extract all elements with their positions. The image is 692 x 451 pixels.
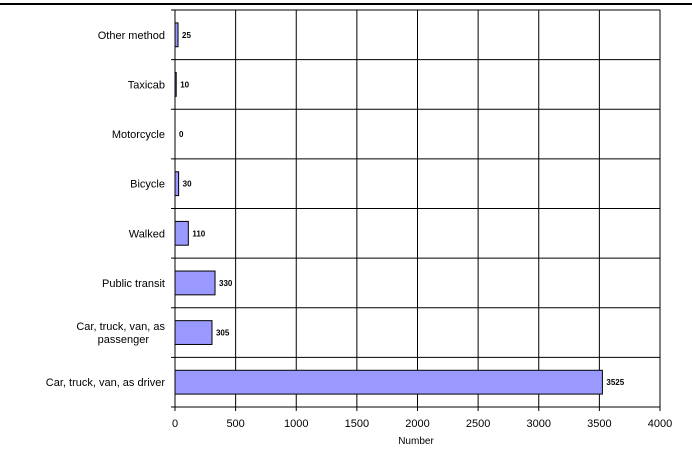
- x-tick-label: 3500: [587, 418, 611, 430]
- x-tick-label: 1000: [284, 418, 308, 430]
- category-label: Car, truck, van, as driver: [46, 377, 166, 389]
- category-label: Public transit: [102, 278, 165, 290]
- bar-value-label: 25: [182, 31, 191, 40]
- category-label: Car, truck, van, as passenger: [76, 321, 165, 346]
- labels: 0 500 1000 1500 2000 2500 3000 3500 4000 25 Other …: [46, 30, 672, 430]
- bar: [174, 220, 189, 246]
- x-tick-label: 1500: [345, 418, 369, 430]
- bar-value-label: 3525: [606, 378, 624, 387]
- x-tick-label: 2500: [466, 418, 490, 430]
- bar-value-label: 330: [219, 279, 233, 288]
- bar-value-label: 0: [179, 130, 184, 139]
- axes: [171, 9, 661, 411]
- category-label: Motorcycle: [112, 129, 165, 141]
- x-tick-label: 0: [172, 418, 178, 430]
- category-label: Walked: [129, 228, 165, 240]
- x-axis-title: Number: [398, 436, 434, 447]
- x-tick-label: 2000: [405, 418, 429, 430]
- category-label: Other method: [98, 30, 165, 42]
- category-label: Bicycle: [130, 179, 165, 191]
- x-tick-label: 500: [226, 418, 244, 430]
- bar: [174, 171, 180, 197]
- top-rule: [0, 3, 692, 5]
- bar-value-label: 30: [183, 180, 192, 189]
- bar-value-label: 110: [192, 229, 205, 238]
- x-tick-label: 4000: [648, 418, 672, 430]
- bars: [174, 22, 603, 395]
- bar-value-label: 10: [180, 80, 189, 89]
- bar-value-label: 305: [216, 329, 230, 338]
- bar: [174, 369, 603, 395]
- bar: [174, 270, 216, 296]
- x-tick-label: 3000: [527, 418, 551, 430]
- bar: [174, 320, 213, 345]
- category-label: Taxicab: [128, 79, 165, 91]
- gridlines: [175, 9, 661, 407]
